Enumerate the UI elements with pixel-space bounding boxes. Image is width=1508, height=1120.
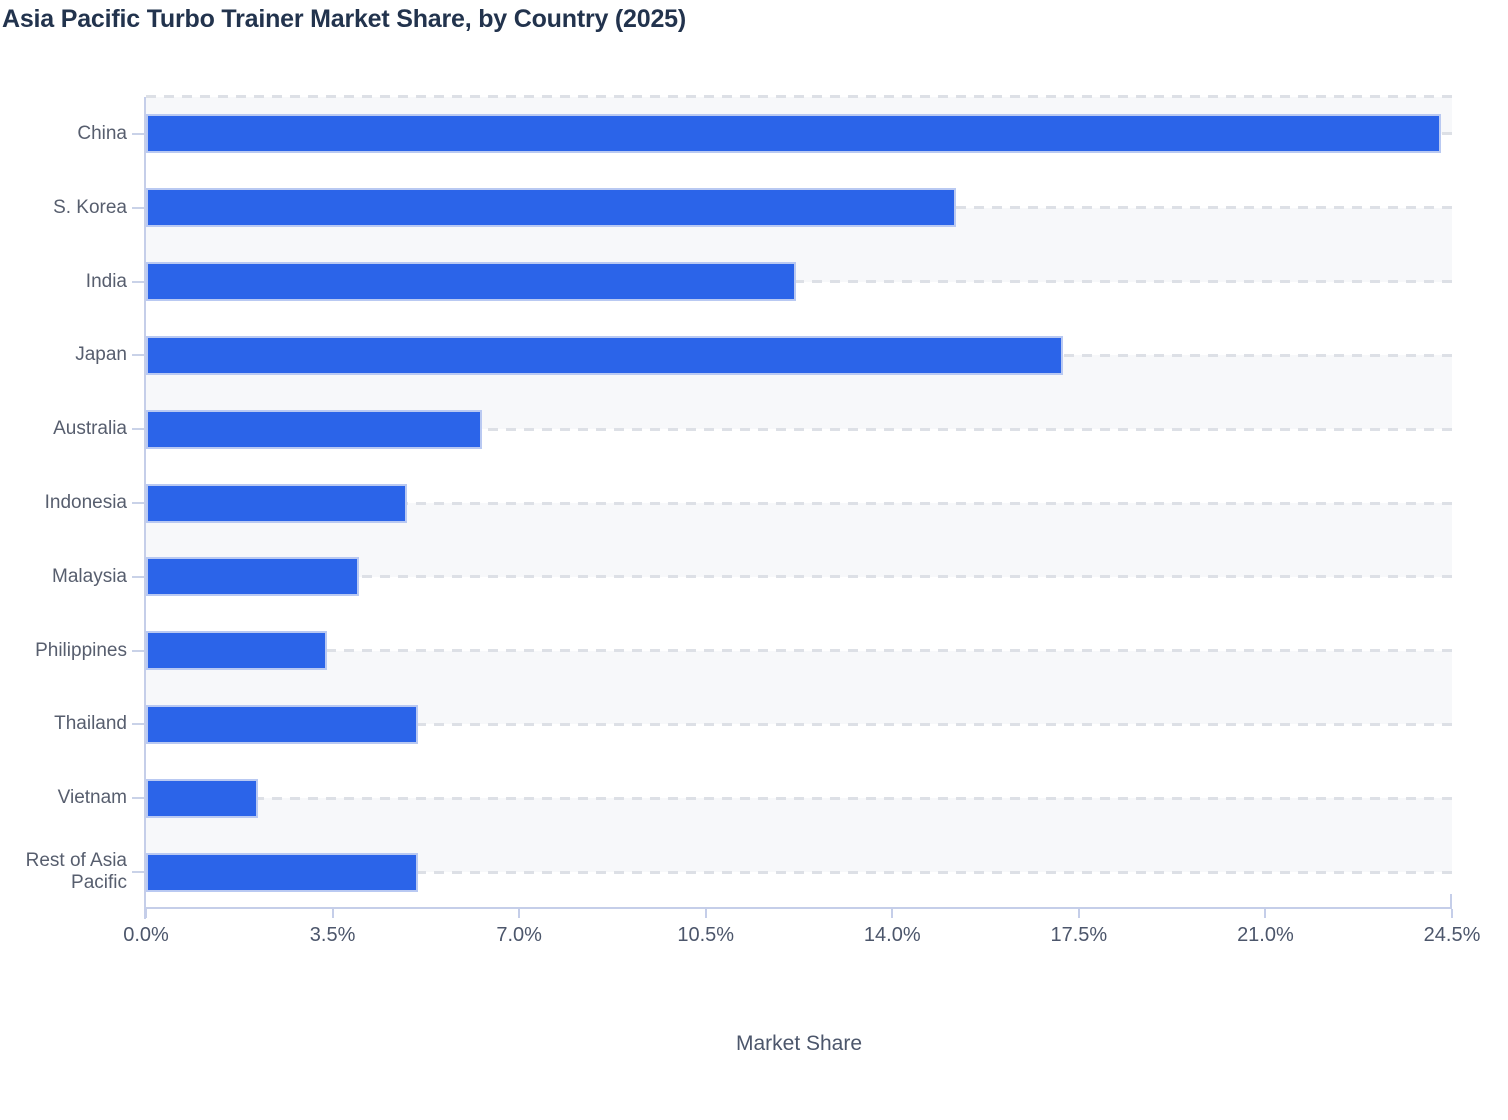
gridline <box>146 575 1452 579</box>
x-tick-mark <box>518 909 521 918</box>
x-tick-label: 3.5% <box>309 924 356 946</box>
y-tick-mark <box>132 871 144 874</box>
x-tick-label: 14.0% <box>863 924 921 946</box>
gridline <box>146 501 1452 505</box>
category-label: India <box>85 270 127 292</box>
gridline <box>146 427 1452 431</box>
gridline <box>146 280 1452 284</box>
bar-s-korea[interactable] <box>146 188 957 228</box>
category-label: S. Korea <box>53 196 127 218</box>
gridline <box>146 649 1452 653</box>
category-label: Japan <box>75 344 127 366</box>
category-label: Australia <box>53 418 127 440</box>
category-label: Thailand <box>54 713 127 735</box>
y-tick-mark <box>132 428 144 431</box>
gridline <box>146 870 1452 874</box>
x-tick-mark <box>1451 909 1453 918</box>
category-label: Vietnam <box>57 787 127 809</box>
y-tick-mark <box>132 797 144 800</box>
x-tick-label: 7.0% <box>496 924 542 946</box>
x-tick-mark <box>145 909 147 918</box>
y-tick-mark <box>132 280 144 283</box>
x-tick-mark <box>891 909 894 918</box>
y-tick-mark <box>132 502 144 504</box>
bar-rest-of-asia-pacific[interactable] <box>146 852 418 892</box>
x-tick-mark <box>1264 909 1267 918</box>
x-tick-mark <box>704 909 707 918</box>
y-tick-mark <box>132 575 144 578</box>
category-label: Malaysia <box>52 565 127 587</box>
category-label: Philippines <box>35 639 127 661</box>
x-axis-line <box>144 907 1452 909</box>
x-axis-end-riser <box>1450 894 1452 908</box>
gridline-top <box>146 95 1452 98</box>
x-tick-mark <box>1077 909 1080 918</box>
y-tick-mark <box>132 206 144 209</box>
bar-australia[interactable] <box>146 409 482 449</box>
x-axis-title: Market Share <box>735 1032 863 1055</box>
x-tick-mark <box>331 909 334 918</box>
x-tick-label: 0.0% <box>123 924 169 946</box>
x-tick-label: 10.5% <box>677 924 735 946</box>
gridline <box>146 722 1452 726</box>
y-tick-mark <box>132 723 144 726</box>
bar-india[interactable] <box>146 262 797 302</box>
y-tick-mark <box>132 132 144 135</box>
chart-title: Asia Pacific Turbo Trainer Market Share,… <box>2 5 686 33</box>
category-label: Rest of Asia Pacific <box>25 850 127 894</box>
y-tick-mark <box>132 354 144 357</box>
y-tick-mark <box>132 649 144 652</box>
category-label: China <box>77 122 127 144</box>
bar-china[interactable] <box>146 114 1442 154</box>
x-tick-label: 24.5% <box>1423 924 1481 946</box>
bar-malaysia[interactable] <box>146 557 360 597</box>
gridline <box>146 796 1452 800</box>
x-tick-label: 17.5% <box>1050 924 1108 946</box>
bar-japan[interactable] <box>146 335 1063 375</box>
x-tick-label: 21.0% <box>1237 924 1294 946</box>
y-axis-line <box>144 97 146 919</box>
bar-philippines[interactable] <box>146 631 328 671</box>
bar-vietnam[interactable] <box>146 778 258 818</box>
bar-indonesia[interactable] <box>146 483 408 523</box>
category-label: Indonesia <box>44 492 127 513</box>
bar-thailand[interactable] <box>146 704 418 744</box>
